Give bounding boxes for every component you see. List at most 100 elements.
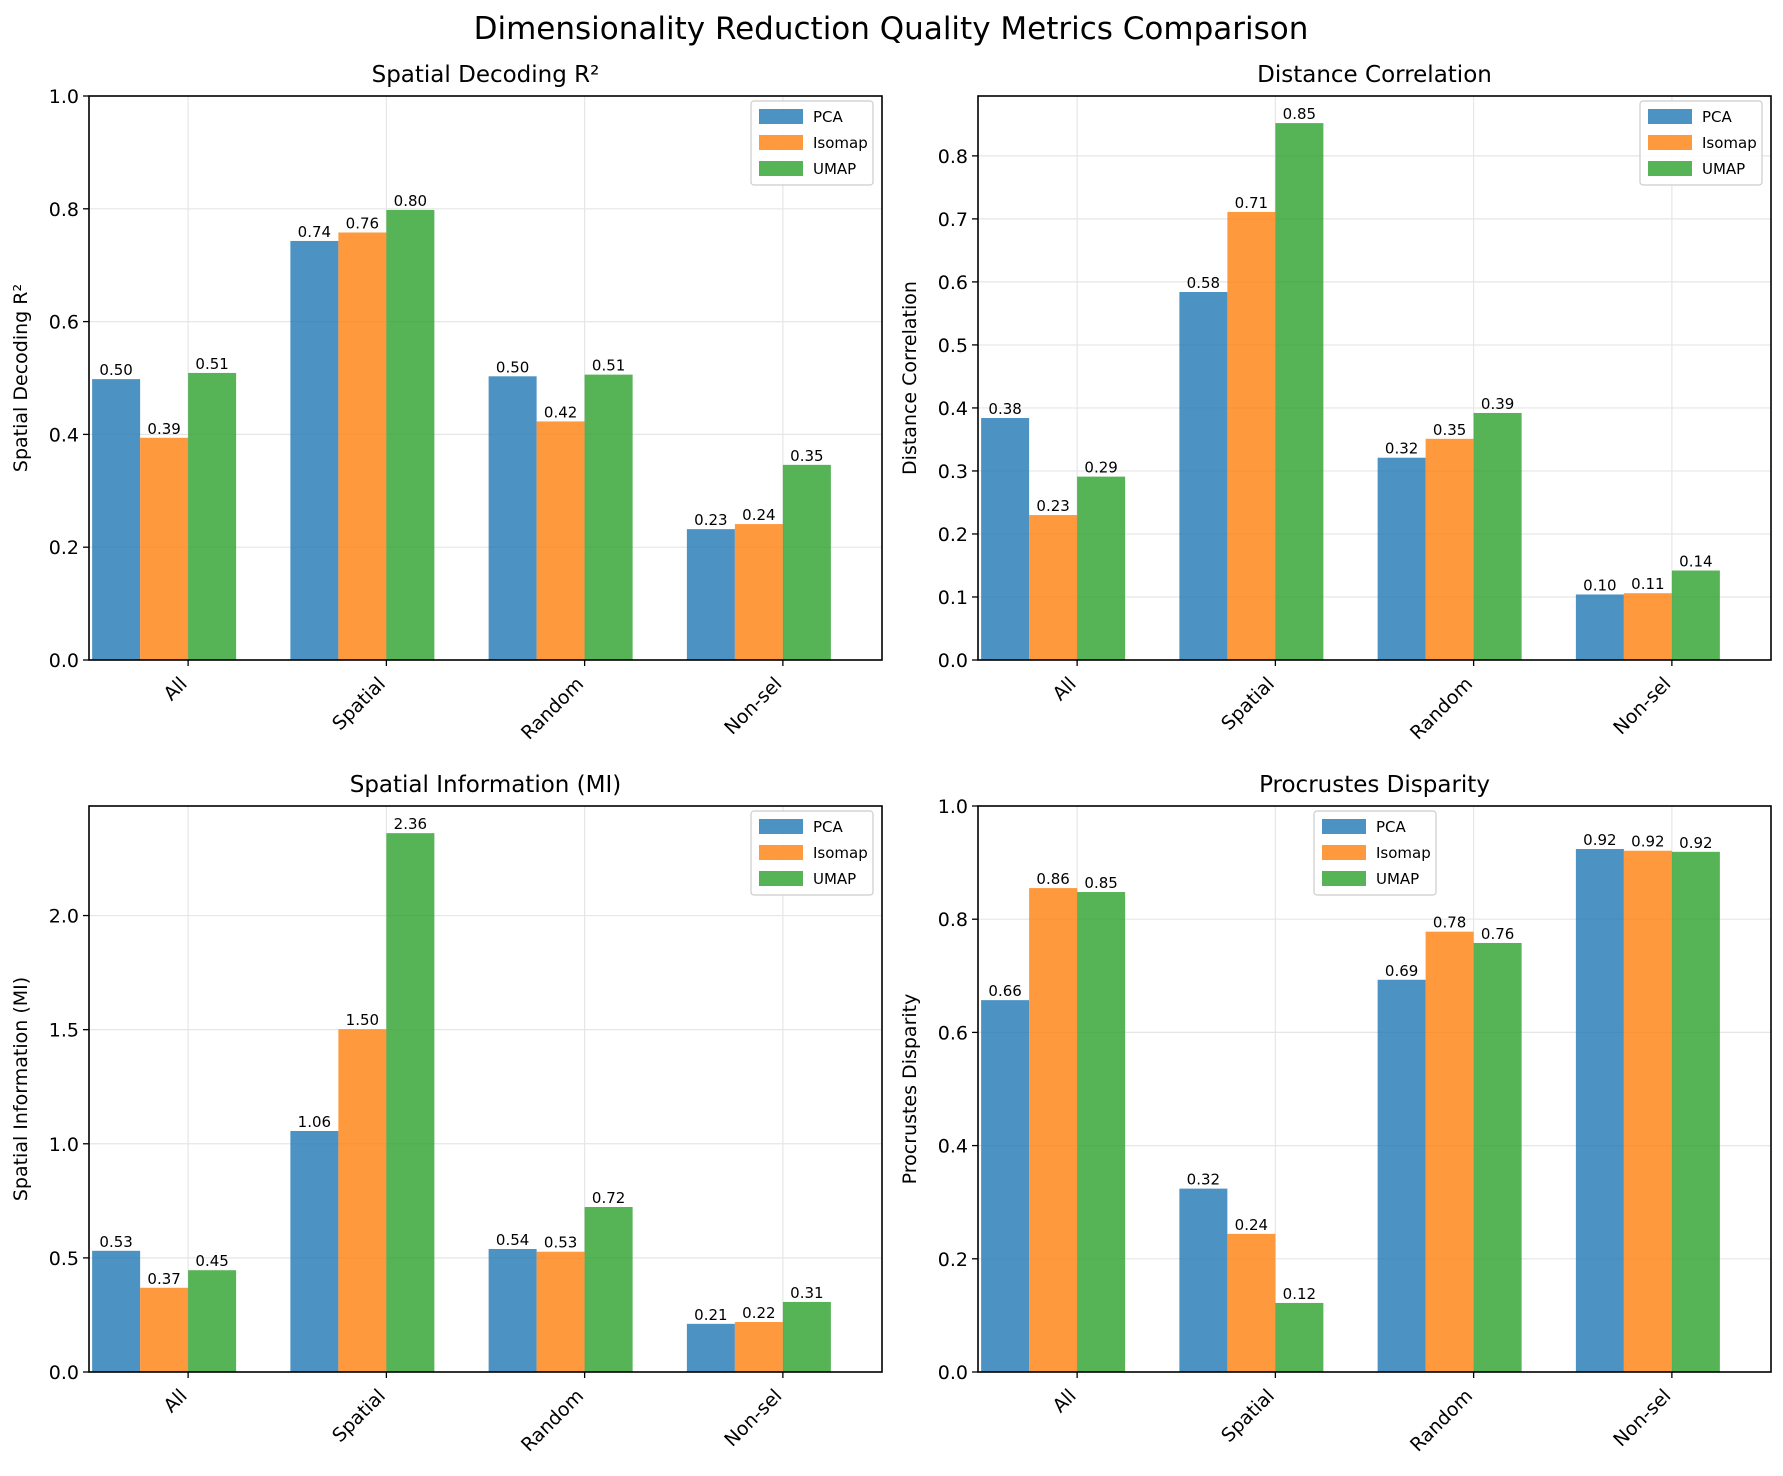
y-tick-label: 0.8 [938, 909, 968, 931]
axes-frame [977, 805, 1772, 1373]
bar-pca [686, 1323, 735, 1372]
bar-isomap [140, 1287, 189, 1372]
bar-umap [1473, 942, 1522, 1372]
figure-title: Dimensionality Reduction Quality Metrics… [474, 11, 1309, 47]
subplot-title: Spatial Decoding R² [372, 62, 600, 88]
bar-value-label: 0.76 [346, 214, 379, 232]
bar-value-label: 0.37 [147, 1270, 180, 1288]
bar-isomap [1227, 1233, 1276, 1372]
legend-swatch-pca [1648, 109, 1692, 124]
bar-value-label: 0.42 [544, 403, 577, 421]
bar-value-label: 0.92 [1631, 833, 1664, 851]
bar-value-label: 2.36 [394, 815, 427, 833]
bar-umap [584, 1206, 633, 1372]
bar-umap [1473, 412, 1522, 660]
x-tick-label: Spatial [328, 1385, 390, 1447]
bar-value-label: 0.35 [790, 447, 823, 465]
bar-value-label: 0.69 [1385, 962, 1418, 980]
legend-label: UMAP [1702, 160, 1745, 178]
y-tick-label: 0.6 [938, 272, 968, 294]
legend-swatch-isomap [759, 845, 803, 860]
bar-isomap [734, 524, 783, 660]
x-tick-label: Random [517, 1385, 588, 1456]
subplot-1: 0.0 0.2 0.4 0.6 0.8 1.0 All Spatial Random Non-se… [10, 62, 883, 744]
x-tick-label: Spatial [1217, 1385, 1279, 1447]
bar-isomap [1425, 931, 1474, 1372]
bar-value-label: 0.66 [988, 982, 1021, 1000]
y-axis-label: Spatial Information (MI) [10, 977, 32, 1201]
bar-value-label: 0.32 [1385, 440, 1418, 458]
bar-value-label: 1.06 [298, 1113, 331, 1131]
bar-pca [92, 379, 141, 660]
bar-value-label: 0.11 [1631, 575, 1664, 593]
y-axis-label: Spatial Decoding R² [10, 284, 32, 472]
bar-pca [1575, 594, 1624, 660]
x-tick-label: All [1048, 1385, 1080, 1417]
y-tick-label: 0.8 [938, 146, 968, 168]
bar-pca [1179, 291, 1228, 660]
bar-value-label: 0.12 [1283, 1285, 1316, 1303]
bar-value-label: 0.10 [1583, 576, 1616, 594]
bar-pca [686, 529, 735, 660]
bar-umap [1077, 476, 1126, 660]
legend-swatch-isomap [759, 135, 803, 150]
bar-value-label: 1.50 [346, 1011, 379, 1029]
y-tick-label: 2.0 [49, 906, 79, 928]
subplot-4: 0.0 0.2 0.4 0.6 0.8 1.0 All Spatial Random Non-se… [899, 772, 1772, 1456]
x-tick-label: Spatial [1217, 673, 1279, 735]
bar-value-label: 0.53 [544, 1234, 577, 1252]
bar-isomap [338, 1029, 387, 1372]
bar-pca [488, 376, 537, 660]
bar-value-label: 0.14 [1679, 553, 1712, 571]
bar-pca [290, 1130, 339, 1372]
bar-value-label: 0.92 [1679, 834, 1712, 852]
legend-swatch-pca [1322, 819, 1366, 834]
subplot-title: Procrustes Disparity [1259, 772, 1490, 798]
y-tick-label: 0.2 [938, 1249, 968, 1271]
legend: PCA Isomap UMAP [750, 810, 874, 896]
bar-umap [1077, 892, 1126, 1372]
subplot-grid: 0.0 0.2 0.4 0.6 0.8 1.0 All Spatial Random Non-se… [10, 62, 1772, 1456]
x-tick-label: Spatial [328, 673, 390, 735]
legend-label: Isomap [813, 844, 868, 862]
y-tick-label: 0.5 [49, 1248, 79, 1270]
x-tick-label: All [1048, 673, 1080, 705]
bar-isomap [1425, 438, 1474, 660]
bar-value-label: 0.92 [1583, 831, 1616, 849]
legend-swatch-umap [759, 161, 803, 176]
y-tick-label: 0.6 [49, 312, 79, 334]
x-tick-label: All [159, 673, 191, 705]
bar-value-label: 0.38 [988, 400, 1021, 418]
bar-value-label: 0.39 [1481, 395, 1514, 413]
y-tick-label: 0.4 [938, 398, 968, 420]
x-tick-label: Non-sel [1609, 673, 1675, 739]
y-tick-label: 0.2 [938, 524, 968, 546]
subplot-title: Distance Correlation [1257, 62, 1492, 88]
bar-isomap [1029, 515, 1078, 660]
bar-value-label: 0.76 [1481, 925, 1514, 943]
bar-value-label: 0.85 [1084, 874, 1117, 892]
bar-value-label: 0.21 [694, 1306, 727, 1324]
legend-label: Isomap [1702, 134, 1757, 152]
bar-umap [188, 1270, 237, 1372]
legend-label: Isomap [813, 134, 868, 152]
bar-value-label: 0.23 [694, 511, 727, 529]
bar-value-label: 0.54 [496, 1231, 529, 1249]
bar-isomap [1623, 850, 1672, 1372]
bar-pca [1377, 979, 1426, 1372]
bar-pca [1377, 457, 1426, 660]
bar-umap [386, 209, 435, 661]
bar-isomap [140, 437, 189, 660]
legend-swatch-isomap [1322, 845, 1366, 860]
bar-value-label: 0.29 [1084, 459, 1117, 477]
legend-label: PCA [1702, 108, 1733, 126]
y-tick-label: 0.7 [938, 209, 968, 231]
bar-umap [386, 833, 435, 1372]
bar-pca [981, 1000, 1030, 1372]
bar-value-label: 0.31 [790, 1284, 823, 1302]
bar-value-label: 0.32 [1187, 1171, 1220, 1189]
y-tick-label: 0.8 [49, 199, 79, 221]
axes-frame [88, 805, 883, 1373]
y-tick-label: 1.0 [938, 796, 968, 818]
legend-swatch-umap [1648, 161, 1692, 176]
